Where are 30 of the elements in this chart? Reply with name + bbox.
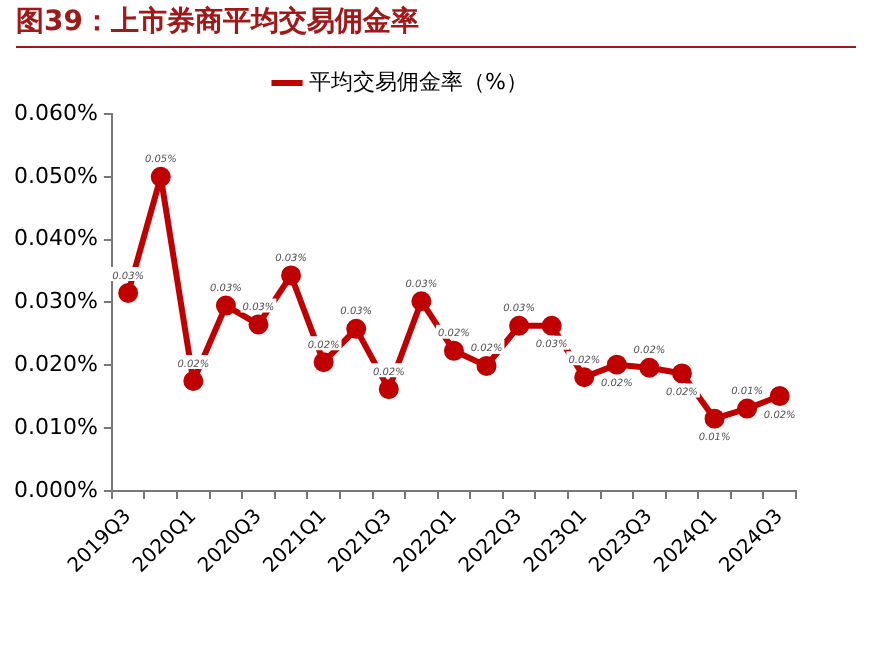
point [346, 318, 367, 339]
point [737, 398, 758, 419]
y-tick-label: 0.040% [13, 225, 98, 252]
point [313, 352, 334, 373]
point [574, 367, 595, 388]
point [509, 315, 530, 336]
point [215, 295, 236, 316]
y-tick-label: 0.030% [13, 288, 98, 315]
point [769, 386, 790, 407]
point [118, 283, 139, 304]
y-tick-label: 0.000% [13, 476, 98, 503]
y-tick-label: 0.050% [13, 162, 98, 189]
point [606, 354, 627, 375]
point [639, 357, 660, 378]
point [671, 363, 692, 384]
point [443, 340, 464, 361]
y-tick-label: 0.010% [13, 413, 98, 440]
point [378, 379, 399, 400]
point [411, 291, 432, 312]
point [150, 166, 171, 187]
point [704, 408, 725, 429]
y-tick-label: 0.060% [13, 99, 98, 126]
point [248, 314, 269, 335]
legend-label: 平均交易佣金率（%） [309, 68, 528, 95]
point [541, 315, 562, 336]
point [183, 370, 204, 391]
y-tick-label: 0.020% [13, 350, 98, 377]
point [281, 265, 302, 286]
point [476, 355, 497, 376]
chart-title: 图39：上市券商平均交易佣金率 [16, 4, 856, 48]
